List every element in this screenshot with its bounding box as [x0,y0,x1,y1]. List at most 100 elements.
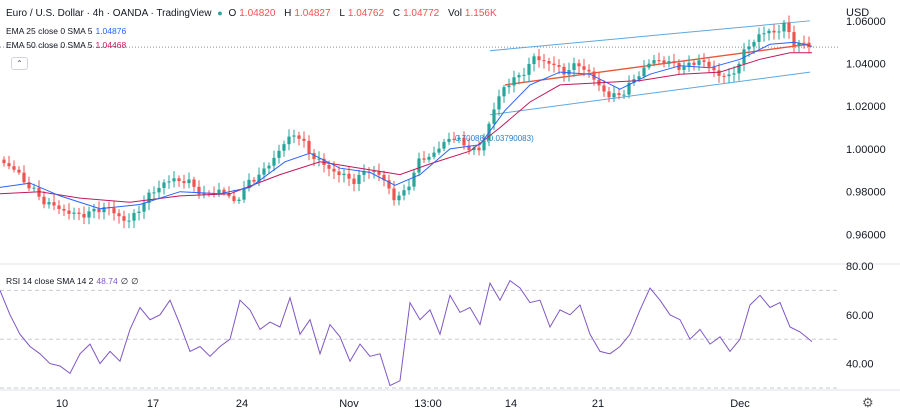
candle-body-12[interactable] [62,208,66,211]
candle-body-100[interactable] [502,87,506,97]
candle-body-56[interactable] [282,144,286,151]
candle-body-64[interactable] [322,158,326,165]
candle-body-59[interactable] [297,135,301,139]
candle-body-86[interactable] [432,152,436,157]
candle-body-85[interactable] [427,156,431,160]
candle-body-72[interactable] [362,171,366,175]
candle-body-112[interactable] [562,66,566,75]
rsi-legend[interactable]: RSI 14 close SMA 14 2 48.74 ∅ ∅ [6,276,142,287]
candle-body-145[interactable] [727,74,731,77]
candle-body-60[interactable] [302,138,306,141]
candle-body-16[interactable] [82,213,86,218]
candle-body-124[interactable] [622,94,626,96]
candle-body-150[interactable] [752,41,756,47]
candle-body-29[interactable] [147,192,151,203]
candle-body-115[interactable] [577,63,581,67]
candle-body-77[interactable] [387,180,391,189]
candle-body-136[interactable] [682,66,686,70]
candle-body-92[interactable] [462,137,466,146]
candle-body-11[interactable] [57,205,61,209]
candle-body-15[interactable] [77,212,81,214]
candle-body-82[interactable] [412,172,416,187]
candle-body-104[interactable] [522,74,526,76]
candle-body-118[interactable] [592,71,596,80]
candle-body-71[interactable] [357,174,361,184]
candle-body-88[interactable] [442,141,446,149]
candle-body-87[interactable] [437,148,441,153]
candle-body-14[interactable] [72,212,76,214]
candle-body-5[interactable] [27,182,31,189]
candle-body-83[interactable] [417,158,421,173]
candle-body-51[interactable] [257,174,261,182]
candle-body-70[interactable] [352,178,356,184]
candle-body-121[interactable] [607,91,611,98]
candle-body-10[interactable] [52,202,56,206]
candle-body-94[interactable] [472,147,476,151]
candle-body-30[interactable] [152,192,156,194]
candle-body-131[interactable] [657,60,661,62]
candle-body-2[interactable] [12,166,16,170]
candle-body-96[interactable] [482,140,486,151]
candle-body-125[interactable] [627,82,631,95]
candle-body-138[interactable] [692,62,696,65]
settings-gear-icon[interactable]: ⚙ [862,395,874,410]
candle-body-63[interactable] [317,158,321,160]
candle-body-132[interactable] [662,60,666,64]
candle-body-91[interactable] [457,137,461,140]
candle-body-20[interactable] [102,207,106,213]
candle-body-31[interactable] [157,187,161,193]
candle-body-156[interactable] [782,22,786,32]
candle-body-141[interactable] [707,61,711,67]
candle-body-127[interactable] [637,76,641,80]
symbol-title[interactable]: Euro / U.S. Dollar · 4h · OANDA · Tradin… [6,8,212,19]
candle-body-57[interactable] [287,136,291,145]
candle-body-93[interactable] [467,145,471,151]
candle-body-61[interactable] [307,140,311,154]
candle-body-109[interactable] [547,61,551,64]
candle-body-148[interactable] [742,49,746,64]
candle-body-67[interactable] [337,171,341,176]
candle-body-4[interactable] [22,172,26,183]
candle-body-43[interactable] [217,189,221,195]
candle-body-76[interactable] [382,174,386,181]
candle-body-98[interactable] [492,109,496,124]
candle-body-22[interactable] [112,208,116,214]
candle-body-84[interactable] [422,158,426,160]
candle-body-48[interactable] [242,187,246,200]
candle-body-129[interactable] [647,63,651,68]
channel-upper-line[interactable] [489,20,811,52]
candle-body-62[interactable] [312,153,316,160]
candle-body-45[interactable] [227,193,231,197]
candle-body-34[interactable] [172,178,176,182]
candle-body-117[interactable] [587,69,591,72]
candle-body-52[interactable] [262,168,266,175]
candle-body-65[interactable] [327,164,331,169]
candle-body-78[interactable] [392,188,396,201]
candle-body-9[interactable] [47,202,51,205]
candle-body-58[interactable] [292,135,296,137]
candle-body-39[interactable] [197,186,201,195]
candle-body-134[interactable] [672,61,676,64]
ema50-legend[interactable]: EMA 50 close 0 SMA 5 1.04468 [6,40,129,50]
candle-body-147[interactable] [737,63,741,74]
candle-body-50[interactable] [252,179,256,182]
candle-body-89[interactable] [447,138,451,142]
candle-body-26[interactable] [132,212,136,221]
candle-body-74[interactable] [372,170,376,173]
candle-body-103[interactable] [517,75,521,78]
candle-body-99[interactable] [497,96,501,110]
candle-body-53[interactable] [267,165,271,169]
candle-body-133[interactable] [667,61,671,64]
candle-body-105[interactable] [527,64,531,75]
candle-body-120[interactable] [602,85,606,92]
candle-body-142[interactable] [712,66,716,71]
candle-body-0[interactable] [2,159,6,164]
candle-body-38[interactable] [192,179,196,187]
candle-body-19[interactable] [97,208,101,213]
candle-body-111[interactable] [557,65,561,67]
candle-body-68[interactable] [342,173,346,176]
candle-body-160[interactable] [802,42,806,44]
candle-body-1[interactable] [7,163,11,167]
candle-body-153[interactable] [767,30,771,34]
